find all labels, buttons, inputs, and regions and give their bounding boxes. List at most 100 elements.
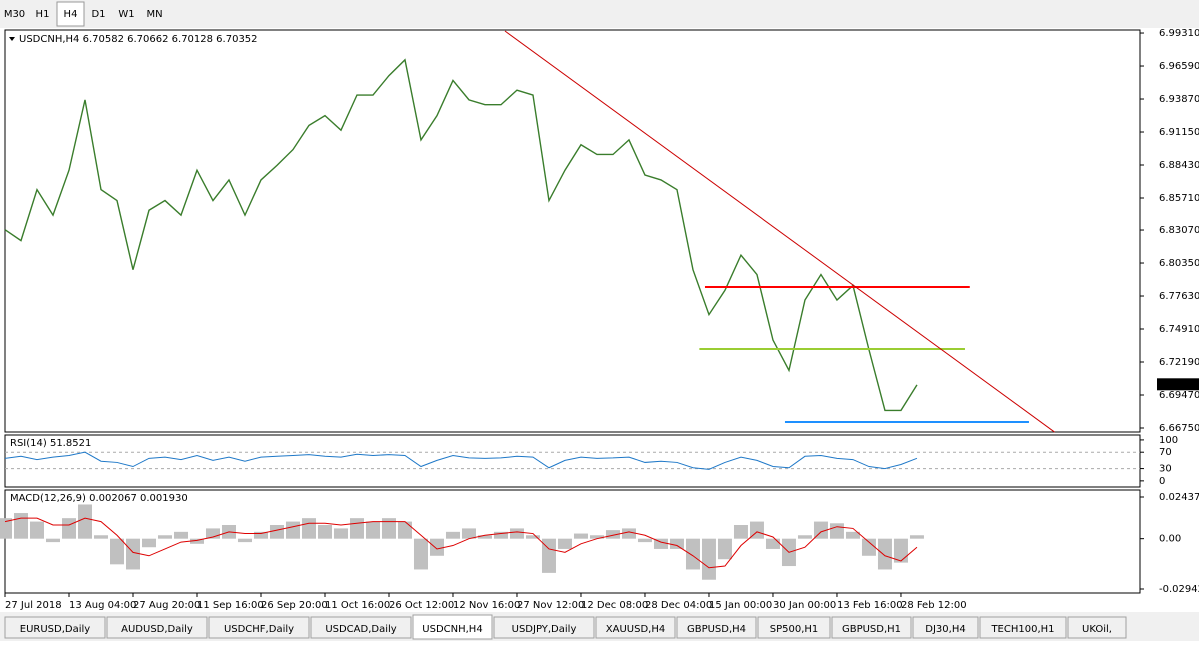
symbol-tab[interactable] bbox=[831, 616, 912, 639]
timeframe-button[interactable] bbox=[56, 1, 85, 27]
timeframe-button[interactable] bbox=[1, 2, 28, 26]
macd-bar bbox=[13, 513, 28, 539]
symbol-tab[interactable] bbox=[757, 616, 831, 639]
x-tick-label: 15 Jan 00:00 bbox=[709, 600, 772, 611]
symbol-tab-label: SP500,H1 bbox=[770, 624, 819, 635]
symbol-tab-label: EURUSD,Daily bbox=[20, 624, 91, 635]
macd-bar bbox=[797, 535, 812, 539]
macd-bar bbox=[269, 525, 284, 539]
y-tick-label: 6.77630 bbox=[1159, 291, 1199, 302]
macd-bar bbox=[93, 535, 108, 539]
timeframe-label: M30 bbox=[4, 9, 25, 20]
macd-bar bbox=[589, 535, 604, 539]
macd-bar bbox=[77, 504, 92, 539]
macd-bar bbox=[45, 538, 60, 543]
symbol-tab-label: TECH100,H1 bbox=[990, 624, 1054, 635]
y-tick-label: 6.80350 bbox=[1159, 258, 1199, 269]
macd-bar bbox=[605, 530, 620, 539]
symbol-tab[interactable] bbox=[912, 616, 979, 639]
collapse-arrow[interactable] bbox=[9, 37, 15, 41]
macd-bar bbox=[0, 518, 12, 539]
symbol-tab[interactable] bbox=[493, 616, 595, 639]
rsi-panel bbox=[4, 434, 1141, 488]
y-tick-label: 0 bbox=[1159, 476, 1165, 487]
macd-bar bbox=[621, 528, 636, 539]
macd-bar bbox=[877, 538, 892, 570]
last-price-label: 6.70352 bbox=[1159, 379, 1199, 390]
x-tick-label: 12 Nov 16:00 bbox=[453, 600, 520, 611]
macd-bar bbox=[813, 521, 828, 539]
y-tick-label: 6.93870 bbox=[1159, 94, 1199, 105]
macd-bar bbox=[285, 521, 300, 539]
symbol-tab[interactable] bbox=[676, 616, 757, 639]
y-tick-label: 6.88430 bbox=[1159, 160, 1199, 171]
x-tick-label: 13 Aug 04:00 bbox=[69, 600, 136, 611]
symbol-tab[interactable] bbox=[4, 616, 106, 639]
x-tick-label: 12 Dec 08:00 bbox=[581, 600, 648, 611]
macd-bar bbox=[173, 531, 188, 539]
macd-bar bbox=[717, 538, 732, 560]
x-tick-label: 11 Oct 16:00 bbox=[325, 600, 390, 611]
timeframe-button[interactable] bbox=[85, 2, 112, 26]
symbol-tab[interactable] bbox=[106, 616, 208, 639]
price-panel bbox=[4, 29, 1141, 433]
symbol-tab-label: GBPUSD,H1 bbox=[842, 624, 901, 635]
price-header: USDCNH,H4 6.70582 6.70662 6.70128 6.7035… bbox=[19, 34, 258, 45]
macd-bar bbox=[429, 538, 444, 556]
y-tick-label: 30 bbox=[1159, 464, 1172, 475]
symbol-tab[interactable] bbox=[1067, 616, 1127, 639]
symbol-tab[interactable] bbox=[310, 616, 412, 639]
y-tick-label: -0.029423 bbox=[1159, 584, 1199, 595]
symbol-tab[interactable] bbox=[208, 616, 310, 639]
macd-bar bbox=[509, 528, 524, 539]
x-tick-label: 30 Jan 00:00 bbox=[773, 600, 836, 611]
timeframe-button[interactable] bbox=[141, 2, 168, 26]
symbol-tab[interactable] bbox=[595, 616, 676, 639]
symbol-tab[interactable] bbox=[412, 614, 493, 640]
macd-bar bbox=[349, 518, 364, 539]
y-tick-label: 6.91150 bbox=[1159, 127, 1199, 138]
macd-bar bbox=[317, 525, 332, 539]
macd-bar bbox=[493, 531, 508, 539]
macd-bar bbox=[205, 528, 220, 539]
macd-bar bbox=[685, 538, 700, 570]
macd-bar bbox=[669, 538, 684, 549]
timeframe-button[interactable] bbox=[113, 2, 140, 26]
macd-bar bbox=[301, 518, 316, 539]
macd-bar bbox=[141, 538, 156, 548]
macd-bar bbox=[413, 538, 428, 570]
trend-line bbox=[504, 30, 1055, 433]
y-tick-label: 0.00 bbox=[1159, 534, 1181, 545]
macd-bar bbox=[109, 538, 124, 565]
symbol-tab-label: XAUUSD,H4 bbox=[606, 624, 665, 635]
timeframe-label: D1 bbox=[91, 9, 105, 20]
x-tick-label: 13 Feb 16:00 bbox=[837, 600, 903, 611]
signal-line bbox=[4, 517, 918, 569]
macd-bar bbox=[701, 538, 716, 580]
macd-bar bbox=[461, 528, 476, 539]
macd-bar bbox=[333, 528, 348, 539]
timeframe-label: W1 bbox=[118, 9, 134, 20]
macd-bar bbox=[253, 531, 268, 539]
symbol-tab-label: USDCHF,Daily bbox=[224, 624, 294, 635]
timeframe-label: MN bbox=[146, 9, 162, 20]
macd-bar bbox=[29, 521, 44, 539]
macd-bar bbox=[189, 538, 204, 544]
timeframe-button[interactable] bbox=[29, 2, 56, 26]
symbol-tab-label: USDCAD,Daily bbox=[325, 624, 396, 635]
symbol-tab-label: UKOil, bbox=[1082, 624, 1112, 635]
y-tick-label: 6.69470 bbox=[1159, 390, 1199, 401]
macd-bar bbox=[365, 521, 380, 539]
macd-bar bbox=[733, 525, 748, 539]
macd-bar bbox=[237, 538, 252, 543]
macd-bar bbox=[541, 538, 556, 573]
y-tick-label: 100 bbox=[1159, 435, 1178, 446]
y-tick-label: 6.85710 bbox=[1159, 193, 1199, 204]
x-tick-label: 27 Aug 20:00 bbox=[133, 600, 200, 611]
timeframe-label: H4 bbox=[64, 9, 78, 20]
macd-bar bbox=[125, 538, 140, 570]
y-tick-label: 6.96590 bbox=[1159, 61, 1199, 72]
symbol-tab[interactable] bbox=[979, 616, 1067, 639]
y-tick-label: 6.72190 bbox=[1159, 357, 1199, 368]
macd-bar bbox=[397, 521, 412, 539]
